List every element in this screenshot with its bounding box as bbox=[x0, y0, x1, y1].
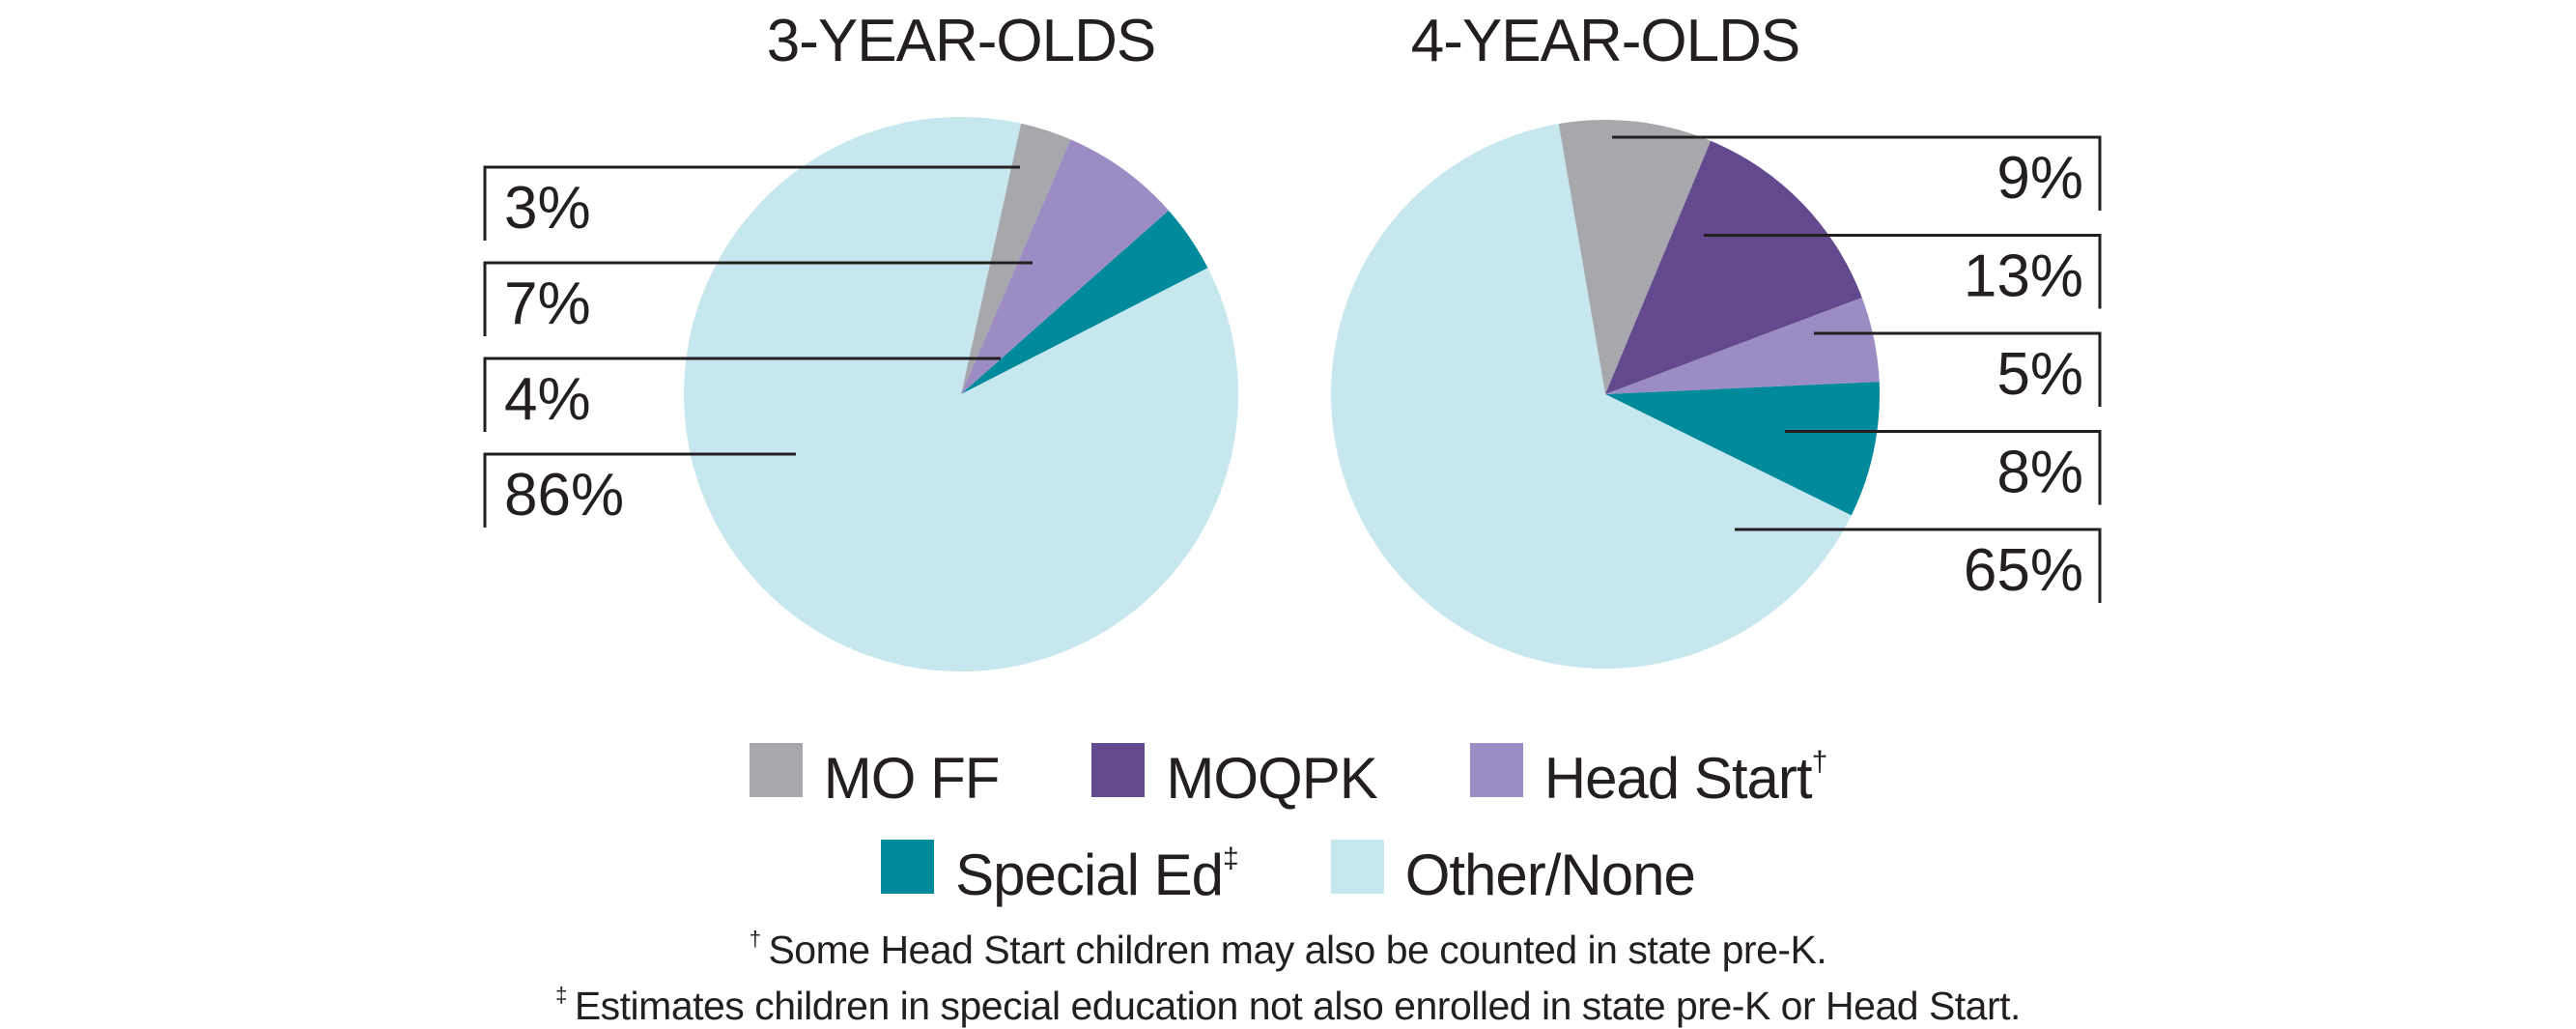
data-label-4-year-olds-other-none: 65% bbox=[1964, 537, 2083, 604]
pie-title-3-year-olds: 3-YEAR-OLDS bbox=[767, 8, 1155, 74]
pie-slice-4-year-olds-special-ed bbox=[1605, 382, 1881, 516]
footnote-special-ed: ‡ Estimates children in special education… bbox=[555, 983, 2021, 1028]
pie-slice-4-year-olds-other-none bbox=[1331, 124, 1852, 669]
pie-charts: 3-YEAR-OLDS 3% 7% 4% 86% 4-YEAR-OLDS 9% 13% 5% 8%… bbox=[483, 8, 2102, 672]
double-dagger-mark: ‡ bbox=[1223, 842, 1239, 874]
data-label-3-year-olds-special-ed: 4% bbox=[504, 366, 591, 433]
data-label-4-year-olds-head-start: 5% bbox=[1996, 341, 2083, 408]
pie-title-4-year-olds: 4-YEAR-OLDS bbox=[1411, 8, 1799, 74]
legend-item-mo-ff: MO FF bbox=[749, 730, 1001, 811]
data-label-4-year-olds-moqpk: 13% bbox=[1964, 243, 2083, 310]
legend-label-mo-ff: MO FF bbox=[823, 745, 1001, 811]
legend-row-1: MO FF MOQPK Head Start† bbox=[0, 738, 2576, 810]
pie-slice-3-year-olds-special-ed bbox=[961, 210, 1208, 394]
legend-item-special-ed: Special Ed‡ bbox=[881, 827, 1239, 907]
legend-label-special-ed: Special Ed‡ bbox=[955, 842, 1239, 907]
dagger-mark: † bbox=[1811, 745, 1828, 778]
legend-swatch-head-start bbox=[1469, 743, 1523, 797]
data-label-3-year-olds-mo-ff: 3% bbox=[504, 175, 591, 242]
legend-item-head-start: Head Start† bbox=[1469, 730, 1828, 811]
legend-item-other-none: Other/None bbox=[1330, 827, 1696, 907]
pie-slice-3-year-olds-other-none bbox=[683, 116, 1238, 672]
legend-row-2: Special Ed‡ Other/None bbox=[0, 835, 2576, 906]
pie-slice-4-year-olds-mo-ff bbox=[1558, 119, 1712, 394]
legend-label-moqpk: MOQPK bbox=[1166, 745, 1377, 811]
legend-label-head-start: Head Start† bbox=[1543, 745, 1828, 811]
data-label-3-year-olds-head-start: 7% bbox=[504, 271, 591, 337]
legend-swatch-moqpk bbox=[1091, 743, 1146, 797]
legend-item-moqpk: MOQPK bbox=[1091, 730, 1378, 811]
legend-swatch-special-ed bbox=[881, 840, 935, 894]
data-label-4-year-olds-mo-ff: 9% bbox=[1996, 145, 2083, 212]
pie-slice-4-year-olds-moqpk bbox=[1605, 140, 1862, 394]
pie-slice-3-year-olds-head-start bbox=[961, 139, 1169, 394]
pie-slice-3-year-olds-mo-ff bbox=[961, 123, 1071, 395]
pie-slice-4-year-olds-head-start bbox=[1605, 298, 1880, 394]
footnote-head-start: † Some Head Start children may also be co… bbox=[749, 927, 1827, 972]
data-label-3-year-olds-other-none: 86% bbox=[504, 462, 624, 529]
legend-label-other-none: Other/None bbox=[1404, 842, 1696, 907]
legend-swatch-other-none bbox=[1330, 840, 1384, 894]
legend-swatch-mo-ff bbox=[749, 743, 803, 797]
data-label-4-year-olds-special-ed: 8% bbox=[1996, 440, 2083, 506]
